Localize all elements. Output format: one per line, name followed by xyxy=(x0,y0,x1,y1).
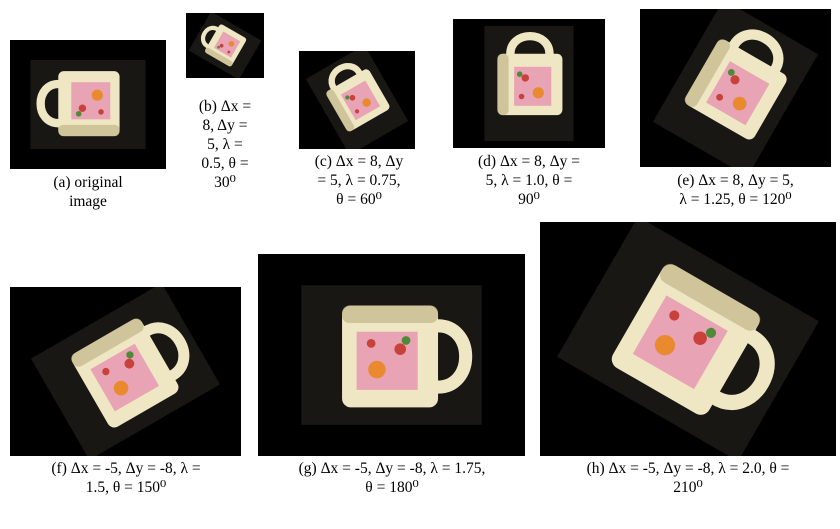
decal-leaf xyxy=(516,71,523,77)
caption-b: (b) Δx = 8, Δy = 5, λ = 0.5, θ = 30⁰ xyxy=(180,97,270,192)
mug-decal xyxy=(90,343,160,412)
caption-e: (e) Δx = 8, Δy = 5, λ = 1.25, θ = 120⁰ xyxy=(640,171,831,209)
mug-decal xyxy=(213,31,241,58)
caption-line: θ = 60⁰ xyxy=(336,191,382,208)
mug-base-shadow xyxy=(204,47,233,67)
caption-d: (d) Δx = 8, Δy = 5, λ = 1.0, θ = 90⁰ xyxy=(449,152,609,209)
decal-flower xyxy=(716,93,724,101)
decal-leaf xyxy=(727,69,735,76)
caption-line: 1.5, θ = 150⁰ xyxy=(85,479,167,496)
caption-line: (h) Δx = -5, Δy = -8, λ = 2.0, θ = xyxy=(586,460,790,477)
mug-handle xyxy=(709,328,775,410)
mug-base-shadow xyxy=(497,53,509,116)
decal-flower xyxy=(518,93,525,100)
decal-flower xyxy=(219,43,224,48)
mug-picture xyxy=(484,25,574,142)
panel-e-image xyxy=(640,9,831,167)
mug-handle xyxy=(201,25,220,49)
decal-flower xyxy=(113,380,129,396)
decal-flower xyxy=(78,104,87,112)
mug-handle xyxy=(728,29,784,74)
decal-flower xyxy=(362,98,371,107)
panel-d-image xyxy=(453,19,605,148)
decal-leaf xyxy=(75,111,82,117)
caption-line: (b) Δx = xyxy=(198,98,252,115)
caption-h: (h) Δx = -5, Δy = -8, λ = 2.0, θ = 210⁰ xyxy=(536,459,840,497)
decal-flower xyxy=(532,87,544,99)
mug-handle xyxy=(36,79,61,128)
mug-base-shadow xyxy=(58,124,120,137)
mug-decal xyxy=(706,61,770,126)
decal-flower xyxy=(98,109,104,115)
mug-handle xyxy=(141,322,190,382)
caption-line: 5, λ = xyxy=(207,136,243,153)
decal-flower xyxy=(732,96,747,111)
decal-flower xyxy=(368,360,386,379)
mug-base-shadow xyxy=(342,305,439,324)
panel-f-image xyxy=(10,287,241,456)
decal-flower xyxy=(366,339,376,348)
caption-line: 210⁰ xyxy=(673,479,703,496)
decal-flower xyxy=(124,358,135,369)
decal-leaf xyxy=(126,351,134,359)
caption-line: (e) Δx = 8, Δy = 5, xyxy=(677,172,794,189)
caption-line: = 5, λ = 0.75, xyxy=(317,172,401,189)
decal-flower xyxy=(730,75,740,85)
decal-flower xyxy=(227,50,231,54)
caption-a: (a) original image xyxy=(10,173,166,211)
caption-line: image xyxy=(69,193,107,210)
mug-picture xyxy=(188,13,262,78)
mug-decal xyxy=(340,80,381,121)
caption-f: (f) Δx = -5, Δy = -8, λ = 1.5, θ = 150⁰ xyxy=(0,459,252,497)
decal-flower xyxy=(102,367,110,376)
caption-line: 0.5, θ = xyxy=(201,155,249,172)
mug-picture xyxy=(305,51,409,149)
caption-line: 5, λ = 1.0, θ = xyxy=(485,172,573,189)
decal-leaf xyxy=(705,327,717,338)
caption-line: 90⁰ xyxy=(518,191,540,208)
mug-picture xyxy=(557,222,819,456)
panel-g-image xyxy=(258,254,525,456)
mug-handle xyxy=(434,319,473,394)
mug-base-shadow xyxy=(71,318,144,367)
mug-picture xyxy=(30,287,221,456)
decal-flower xyxy=(91,89,103,101)
panel-c-image xyxy=(299,51,415,149)
caption-line: (g) Δx = -5, Δy = -8, λ = 1.75, xyxy=(298,460,486,477)
decal-flower xyxy=(349,94,356,101)
panel-a-image xyxy=(10,40,166,169)
caption-line: λ = 1.25, θ = 120⁰ xyxy=(679,191,792,208)
caption-g: (g) Δx = -5, Δy = -8, λ = 1.75, θ = 180⁰ xyxy=(252,459,532,497)
mug-base-shadow xyxy=(326,89,355,132)
panel-h-image xyxy=(540,222,836,456)
mug-handle xyxy=(328,63,363,91)
decal-leaf xyxy=(217,45,221,49)
mug-handle xyxy=(506,31,554,56)
caption-line: (c) Δx = 8, Δy xyxy=(314,153,404,170)
panel-b-image xyxy=(186,13,264,78)
caption-line: (a) original xyxy=(53,174,123,191)
caption-line: 30⁰ xyxy=(214,174,236,191)
caption-line: (f) Δx = -5, Δy = -8, λ = xyxy=(51,460,201,477)
caption-c: (c) Δx = 8, Δy = 5, λ = 0.75, θ = 60⁰ xyxy=(289,152,429,209)
decal-flower xyxy=(394,343,407,355)
mug-picture xyxy=(301,285,482,425)
mug-picture xyxy=(30,59,146,150)
decal-flower xyxy=(693,331,707,345)
decal-flower xyxy=(521,74,529,82)
decal-leaf xyxy=(345,95,350,100)
decal-flower xyxy=(354,109,360,114)
decal-leaf xyxy=(401,336,411,345)
mug-base-shadow xyxy=(660,263,761,331)
mug-picture xyxy=(652,9,819,167)
caption-line: 8, Δy = xyxy=(202,117,248,134)
caption-line: θ = 180⁰ xyxy=(365,479,419,496)
decal-flower xyxy=(228,40,235,47)
caption-line: (d) Δx = 8, Δy = xyxy=(478,153,580,170)
decal-flower xyxy=(669,310,680,321)
decal-flower xyxy=(654,335,676,356)
mug-decal xyxy=(632,295,728,390)
mug-base-shadow xyxy=(684,39,730,107)
